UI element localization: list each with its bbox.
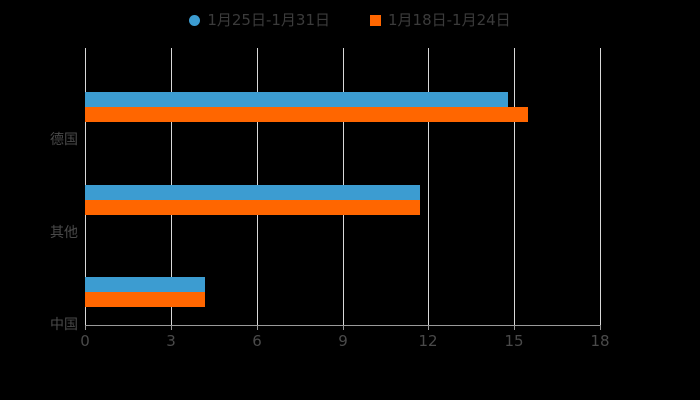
bar[interactable] xyxy=(85,200,420,215)
x-tick-mark-3 xyxy=(171,325,172,330)
legend-marker-circle-icon xyxy=(189,14,201,26)
x-tick-mark-6 xyxy=(257,325,258,330)
x-tick-mark-9 xyxy=(343,325,344,330)
legend-marker-square-icon xyxy=(370,14,381,26)
chart-legend: 1月25日-1月31日 1月18日-1月24日 xyxy=(0,8,700,32)
x-tick-mark-12 xyxy=(428,325,429,330)
plot-area xyxy=(85,48,601,325)
y-axis-label-0: 德国 xyxy=(50,132,78,148)
bar[interactable] xyxy=(85,185,420,200)
y-axis-labels: 德国 其他 中国 xyxy=(0,48,78,333)
bar[interactable] xyxy=(85,107,528,122)
gridline-12 xyxy=(428,48,429,325)
x-tick-label-12: 12 xyxy=(418,332,438,350)
bar[interactable] xyxy=(85,92,508,107)
x-tick-label-15: 15 xyxy=(504,332,524,350)
x-tick-mark-18 xyxy=(600,325,601,330)
legend-label-series-2: 1月18日-1月24日 xyxy=(388,10,511,29)
y-axis-label-1: 其他 xyxy=(50,225,78,241)
bar[interactable] xyxy=(85,292,205,307)
x-tick-mark-15 xyxy=(514,325,515,330)
gridline-15 xyxy=(514,48,515,325)
y-axis-label-2: 中国 xyxy=(50,317,78,333)
x-tick-label-0: 0 xyxy=(80,332,90,350)
x-tick-label-6: 6 xyxy=(252,332,262,350)
legend-label-series-1: 1月25日-1月31日 xyxy=(207,10,330,29)
x-tick-mark-0 xyxy=(85,325,86,330)
gridline-18 xyxy=(600,48,601,325)
x-tick-label-9: 9 xyxy=(338,332,348,350)
legend-entry-series-2[interactable]: 1月18日-1月24日 xyxy=(370,10,511,29)
bar[interactable] xyxy=(85,277,205,292)
legend-entry-series-1[interactable]: 1月25日-1月31日 xyxy=(189,10,330,29)
x-tick-label-3: 3 xyxy=(166,332,176,350)
x-tick-label-18: 18 xyxy=(590,332,610,350)
